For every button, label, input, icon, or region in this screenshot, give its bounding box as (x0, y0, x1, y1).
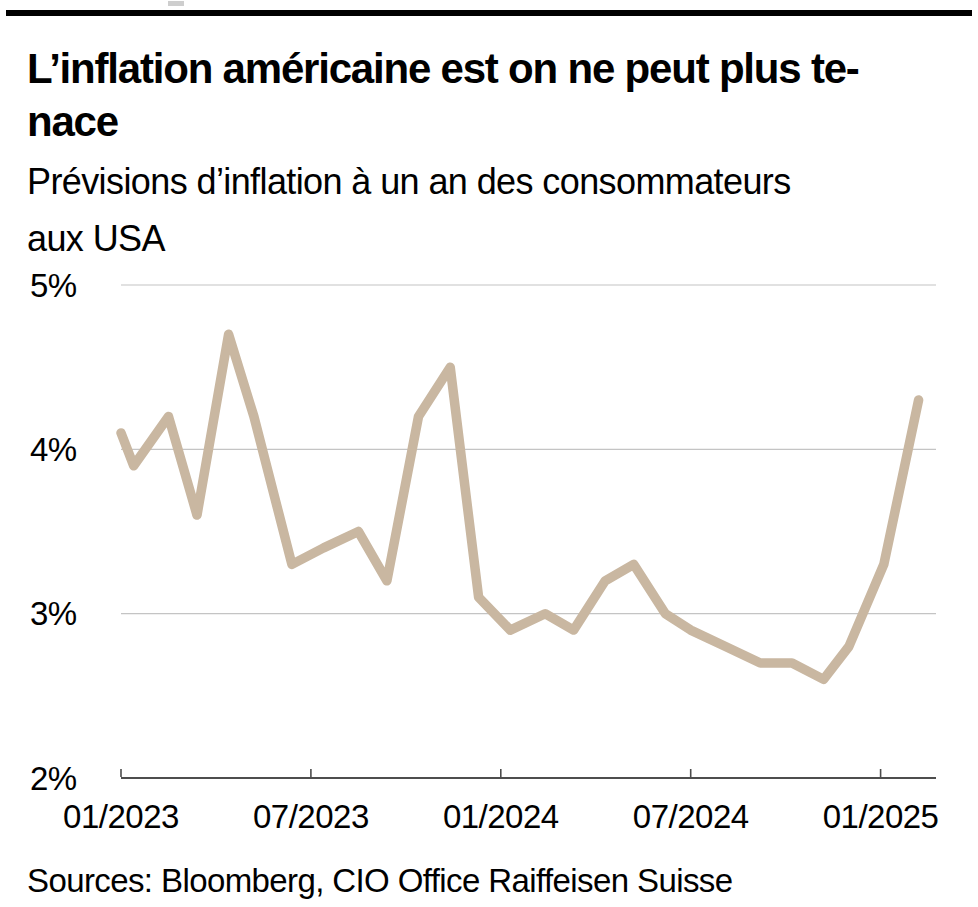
y-tick-label: 4% (30, 431, 77, 468)
x-tick-label: 01/2024 (443, 798, 559, 835)
inflation-forecast-line (121, 334, 919, 679)
y-tick-label: 5% (30, 267, 77, 304)
y-tick-label: 3% (30, 595, 77, 632)
x-tick-label: 07/2024 (633, 798, 749, 835)
inflation-line-chart: 5% 4% 3% 2%01/2023 07/2023 01/2024 07/2024 01/2… (0, 0, 978, 907)
source-note: Sources: Bloomberg, CIO Office Raiffeise… (27, 862, 732, 900)
y-tick-label: 2% (30, 760, 77, 797)
x-tick-label: 01/2025 (823, 798, 939, 835)
x-tick-label: 01/2023 (63, 798, 179, 835)
figure-card: L’inflation américaine est on ne peut pl… (0, 0, 978, 907)
x-tick-label: 07/2023 (253, 798, 369, 835)
